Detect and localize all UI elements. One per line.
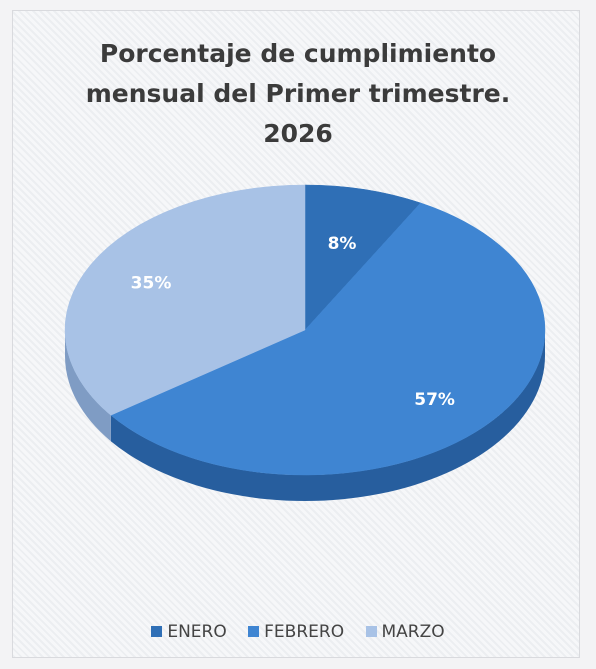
pie-slice-enero [304, 184, 422, 331]
chart-title-line-2: mensual del Primer trimestre. [85, 79, 511, 108]
legend-swatch-enero [151, 626, 163, 637]
legend-label-febrero: FEBRERO [264, 622, 345, 642]
pie-label-febrero: 57% [414, 390, 455, 410]
chart-title-line-3: 2026 [263, 119, 333, 148]
pie-label-marzo: 35% [131, 274, 172, 294]
pie-side-marzo [65, 330, 111, 442]
pie-label-enero: 8% [328, 234, 357, 254]
chart-title: Porcentaje de cumplimiento mensual del P… [30, 34, 566, 154]
legend: ENERO FEBRERO MARZO [0, 622, 596, 642]
chart-title-line-1: Porcentaje de cumplimiento [99, 39, 497, 68]
pie-slice-febrero [110, 202, 546, 476]
legend-item-marzo: MARZO [365, 622, 445, 642]
pie-slice-marzo [64, 184, 306, 416]
legend-label-marzo: MARZO [381, 622, 445, 642]
legend-swatch-marzo [365, 626, 377, 637]
pie-side-febrero [110, 330, 545, 501]
legend-item-enero: ENERO [151, 622, 227, 642]
legend-label-enero: ENERO [167, 622, 227, 642]
legend-swatch-febrero [248, 626, 260, 637]
legend-item-febrero: FEBRERO [248, 622, 344, 642]
